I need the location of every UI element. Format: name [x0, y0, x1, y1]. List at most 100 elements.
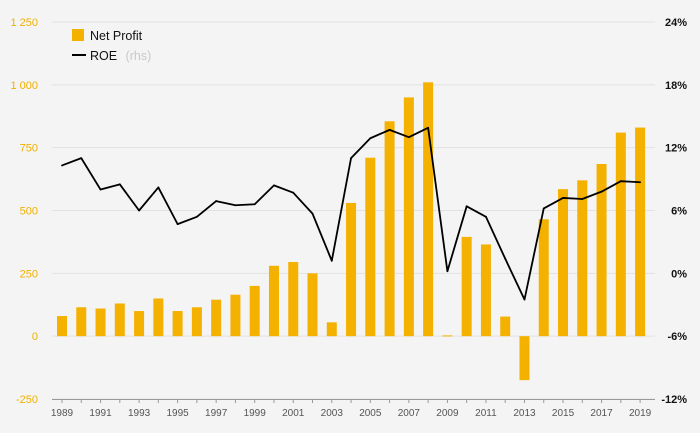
net-profit-bar — [191, 307, 202, 337]
left-axis-tick-label: 500 — [20, 206, 38, 218]
net-profit-bar — [519, 336, 530, 381]
left-axis-tick-label: 0 — [32, 331, 38, 343]
roe-point — [523, 298, 526, 301]
legend-label-net-profit: Net Profit — [90, 29, 143, 43]
x-axis-tick-label: 2003 — [321, 408, 344, 419]
x-axis-tick-label: 1991 — [89, 408, 112, 419]
roe-point — [118, 183, 121, 186]
x-axis-tick-label: 1999 — [244, 408, 267, 419]
net-profit-bar — [403, 97, 414, 337]
right-axis-tick-label: 24% — [665, 17, 687, 29]
net-profit-bar — [114, 303, 125, 337]
roe-point — [292, 191, 295, 194]
x-axis-tick-label: 2009 — [436, 408, 459, 419]
net-profit-bar — [346, 202, 357, 337]
left-axis-tick-label: 1 000 — [10, 80, 38, 92]
right-axis-tick-label: 6% — [671, 206, 687, 218]
roe-point — [234, 204, 237, 207]
net-profit-bar — [268, 265, 279, 337]
x-axis-tick-label: 2005 — [359, 408, 382, 419]
roe-point — [80, 157, 83, 160]
left-axis-tick-label: 1 250 — [10, 17, 38, 29]
left-axis-tick-label: 250 — [20, 268, 38, 280]
net-profit-bar — [57, 316, 67, 337]
roe-point — [330, 259, 333, 262]
x-axis-tick-label: 2001 — [282, 408, 305, 419]
net-profit-bar — [635, 127, 646, 337]
legend-roe-suffix: (rhs) — [126, 49, 152, 63]
left-axis-tick-label: -250 — [16, 394, 38, 406]
roe-point — [427, 126, 430, 129]
x-axis-tick-label: 1989 — [51, 408, 74, 419]
x-axis-tick-label: 2011 — [475, 408, 497, 419]
roe-point — [61, 164, 63, 167]
net-profit-bar — [596, 164, 607, 337]
right-axis-tick-label: 0% — [671, 268, 687, 280]
roe-point — [446, 270, 449, 273]
right-axis-tick-label: -6% — [667, 331, 687, 343]
x-axis-tick-label: 2017 — [590, 408, 613, 419]
legend-label-roe: ROE (rhs) — [90, 47, 151, 64]
roe-point — [369, 137, 372, 140]
x-axis-tick-label: 1993 — [128, 408, 151, 419]
net-profit-bars — [57, 82, 646, 381]
roe-point — [350, 157, 352, 160]
legend-swatch-net-profit — [72, 29, 84, 41]
roe-point — [311, 212, 314, 215]
roe-point — [504, 257, 507, 260]
roe-point — [253, 203, 256, 206]
right-axis-tick-label: -12% — [661, 394, 687, 406]
left-axis: -250 0 250 500 750 1 000 1 250 — [10, 17, 38, 406]
x-axis-tick-label: 1997 — [205, 408, 228, 419]
roe-point — [407, 136, 410, 139]
net-profit-bar — [480, 244, 491, 337]
net-profit-bar — [615, 132, 626, 337]
net-profit-bar — [538, 219, 549, 337]
roe-point — [99, 188, 102, 191]
right-axis-tick-label: 18% — [665, 80, 687, 92]
roe-point — [157, 186, 160, 189]
roe-point — [619, 180, 622, 183]
roe-point — [176, 223, 179, 226]
net-profit-bar — [230, 294, 241, 337]
x-axis: 1989 1991 1993 1995 1997 1999 2001 2003 2005 2007… — [51, 399, 655, 419]
legend: Net Profit ROE (rhs) — [72, 29, 151, 64]
x-axis-tick-label: 2013 — [513, 408, 536, 419]
net-profit-bar — [134, 311, 145, 337]
net-profit-bar — [577, 180, 588, 337]
net-profit-bar — [249, 285, 260, 337]
roe-point — [465, 205, 468, 208]
net-profit-bar — [461, 236, 472, 337]
net-profit-bar — [153, 298, 164, 337]
net-profit-bar — [365, 157, 376, 337]
right-axis: -12% -6% 0% 6% 12% 18% 24% — [661, 17, 687, 406]
net-profit-bar — [423, 82, 434, 337]
net-profit-bar — [172, 311, 183, 337]
x-axis-tick-label: 2015 — [552, 408, 575, 419]
roe-point — [562, 197, 564, 199]
net-profit-bar — [384, 121, 395, 337]
net-profit-bar — [211, 299, 222, 337]
left-axis-tick-label: 750 — [20, 143, 38, 155]
x-axis-tick-label: 2019 — [629, 408, 652, 419]
roe-point — [138, 209, 140, 212]
roe-point — [542, 207, 545, 210]
roe-point — [195, 215, 198, 218]
x-axis-tick-label: 1995 — [166, 408, 189, 419]
roe-point — [581, 198, 584, 200]
net-profit-bar — [95, 308, 106, 337]
roe-point — [600, 190, 603, 193]
net-profit-bar — [288, 262, 299, 337]
roe-line-series — [61, 126, 641, 301]
net-profit-bar — [558, 189, 569, 337]
roe-point — [485, 215, 487, 218]
net-profit-bar — [326, 322, 337, 337]
roe-point — [639, 181, 641, 184]
roe-point — [273, 184, 275, 187]
right-axis-tick-label: 12% — [665, 143, 687, 155]
x-axis-tick-label: 2007 — [398, 408, 421, 419]
legend-roe-name: ROE — [90, 49, 117, 63]
net-profit-bar — [307, 273, 318, 337]
